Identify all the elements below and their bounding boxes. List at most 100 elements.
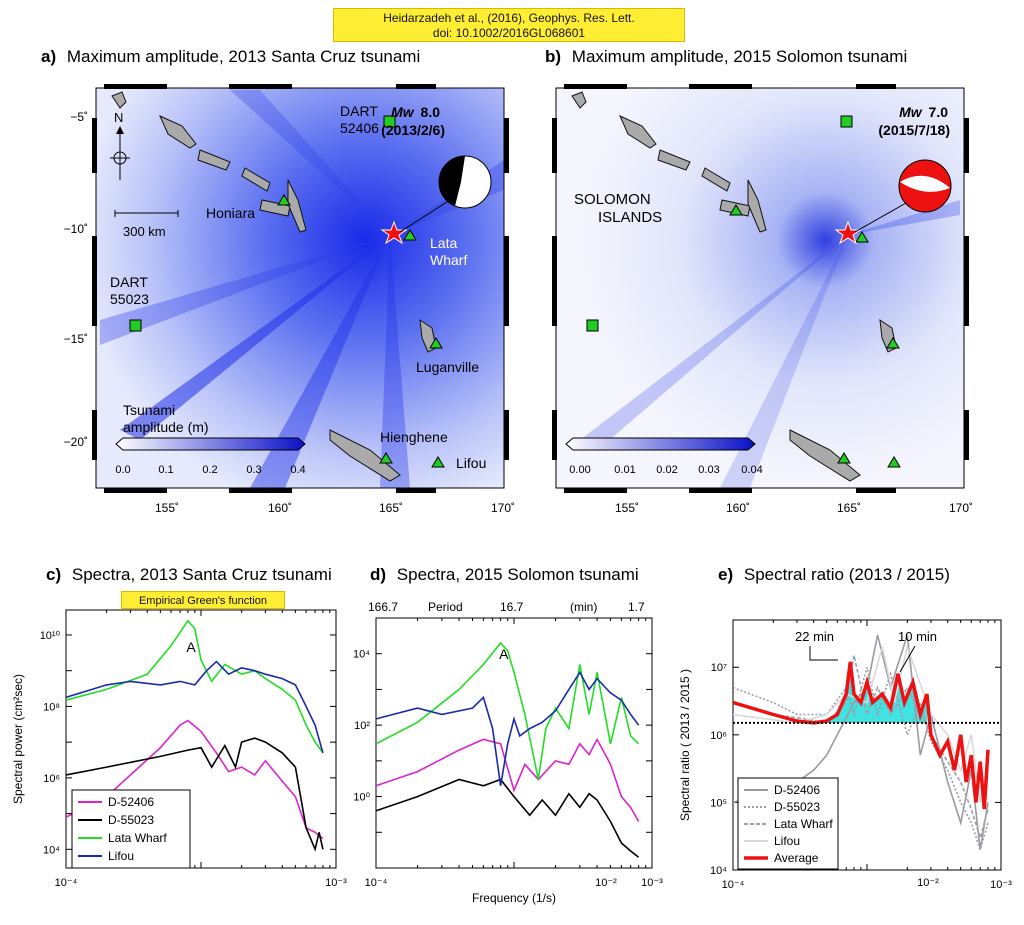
hienghene-label: Hienghene	[380, 429, 448, 445]
dart-52406-label: DART	[340, 103, 378, 119]
panel-d-period-axis: 166.7 Period 16.7 (min) 1.7	[368, 600, 645, 614]
map-b-ocean	[556, 88, 964, 488]
chart-d-xlabel: Frequency (1/s)	[472, 891, 556, 905]
colorbar-a-ticks: 0.0 0.1 0.2 0.3 0.4	[115, 464, 305, 476]
svg-text:0.2: 0.2	[202, 464, 217, 476]
magnitude-b: Mw 7.0	[899, 104, 948, 120]
chart-c-xtick: 10⁻⁴	[55, 877, 78, 889]
chart-e: 10⁻⁴ 10⁻³ 10⁻² 10⁴ 10⁵ 10⁶ 10⁷ Spectral ratio (…	[678, 619, 1012, 891]
panel-c-title: c) Spectra, 2013 Santa Cruz tsunami	[46, 565, 332, 584]
map-a: N 300 km DART 52406 DART 55023 Honiara L…	[92, 84, 509, 493]
lifou-label: Lifou	[456, 455, 486, 471]
chart-e-legend-label: Lata Wharf	[774, 817, 833, 831]
chart-d-series-lata-wharf	[376, 641, 640, 780]
chart-d-xtick: 10⁻²	[917, 877, 939, 889]
lifou-marker	[431, 456, 445, 468]
period-tick-1: 166.7	[368, 600, 398, 614]
chart-c-series-lata-wharf	[66, 619, 324, 754]
chart-c-series-lifou	[66, 660, 324, 754]
svg-text:0.4: 0.4	[290, 464, 305, 476]
dart-55023-id: 55023	[110, 291, 149, 307]
chart-e-ylabel: Spectral ratio ( 2013 / 2015 )	[678, 669, 692, 821]
svg-text:0.0: 0.0	[115, 464, 130, 476]
chart-d-xtick: 10⁻³	[641, 877, 663, 889]
chart-c-series-d-52406	[66, 719, 324, 840]
chart-d-ytick: 10⁴	[353, 649, 370, 661]
chart-d-series-d-52406	[376, 737, 640, 822]
citation-box: Heidarzadeh et al., (2016), Geophys. Res…	[333, 8, 685, 42]
panel-d-title: d) Spectra, 2015 Solomon tsunami	[370, 565, 639, 584]
citation-line-2: doi: 10.1002/2016GL068601	[432, 26, 586, 40]
map-b-lon-ticks: 155˚ 160˚ 165˚ 170˚	[615, 501, 973, 515]
chart-d-xtick: 10⁻⁴	[365, 877, 388, 889]
colorbar-b	[565, 437, 756, 451]
date-b: (2015/7/18)	[878, 122, 950, 138]
citation-line-1: Heidarzadeh et al., (2016), Geophys. Res…	[383, 11, 635, 25]
focal-leader	[399, 199, 451, 233]
svg-text:0.00: 0.00	[569, 464, 590, 476]
chart-c-series-d-55023	[66, 737, 324, 852]
honiara-label: Honiara	[206, 205, 255, 221]
solomon-label-1: SOLOMON	[574, 191, 651, 208]
lata-label-1: Lata	[430, 235, 457, 251]
colorbar-a	[115, 437, 306, 451]
chart-e-ytick: 10⁵	[710, 797, 727, 809]
honiara-marker	[277, 194, 291, 206]
svg-text:0.02: 0.02	[656, 464, 677, 476]
b-focal-leader	[854, 202, 907, 233]
svg-text:−5˚: −5˚	[70, 110, 88, 124]
svg-text:0.03: 0.03	[698, 464, 719, 476]
chart-c-ytick: 10⁴	[43, 844, 60, 856]
map-b-land	[571, 91, 897, 482]
annotation-22min-arrow	[809, 646, 838, 661]
map-a-title: a) Maximum amplitude, 2013 Santa Cruz ts…	[41, 47, 420, 66]
map-a-ocean	[96, 88, 504, 488]
chart-e-legend-label: D-55023	[774, 800, 820, 814]
solomon-label-2: ISLANDS	[598, 209, 662, 226]
chart-e-series-d-52406	[733, 634, 989, 850]
chart-e-xtick: 10⁻³	[990, 879, 1012, 891]
chart-e-ytick: 10⁷	[711, 662, 727, 674]
svg-text:155˚: 155˚	[615, 501, 639, 515]
chart-c-xtick: 10⁻²	[595, 877, 617, 889]
svg-text:0.01: 0.01	[614, 464, 635, 476]
chart-c-xtick: 10⁻³	[325, 877, 347, 889]
chart-c-ytick: 10¹⁰	[40, 630, 61, 642]
svg-text:170˚: 170˚	[491, 501, 515, 515]
svg-text:165˚: 165˚	[379, 501, 403, 515]
chart-e-legend-label: D-52406	[774, 783, 820, 797]
annotation-22min: 22 min	[795, 629, 834, 644]
chart-e-legend-label: Average	[774, 851, 819, 865]
b-epicenter-star	[834, 220, 862, 245]
scale-bar: 300 km	[114, 210, 179, 239]
chart-e-series-d-55023	[733, 666, 989, 853]
map-a-frame-bars	[92, 84, 509, 493]
b-lata-marker	[855, 231, 869, 243]
svg-text:0.04: 0.04	[741, 464, 762, 476]
svg-text:170˚: 170˚	[949, 501, 973, 515]
svg-text:−20˚: −20˚	[64, 435, 88, 449]
map-b: SOLOMON ISLANDS Mw 7.0 (2015/7/18) 0.00 …	[552, 84, 969, 493]
chart-c-ylabel: Spectral power (cm²sec)	[11, 674, 25, 804]
dart-52406-marker	[383, 115, 396, 128]
chart-e-series-average	[733, 661, 990, 810]
date-a: (2013/2/6)	[381, 122, 445, 138]
svg-text:−10˚: −10˚	[64, 222, 88, 236]
focal-mechanism-fill	[438, 156, 465, 206]
chart-d-ytick: 10⁰	[353, 792, 370, 804]
chart-c: 10⁻⁴ 10⁻³ 10⁻² 10⁴ 10⁶ 10⁸ 10¹⁰ Spectral power …	[11, 609, 617, 889]
svg-text:160˚: 160˚	[268, 501, 292, 515]
lata-wharf-marker	[403, 229, 417, 241]
chart-c-peak-label: A	[186, 639, 196, 655]
map-b-frame-bars	[552, 84, 969, 493]
egf-label: Empirical Green's function	[121, 591, 285, 609]
luganville-marker	[429, 337, 443, 349]
annotation-10min-arrow	[899, 645, 916, 673]
period-tick-2: 16.7	[500, 600, 524, 614]
b-dart-55023-marker	[586, 319, 599, 332]
chart-c-legend-label: Lifou	[108, 849, 134, 863]
chart-e-series-lata-wharf	[733, 655, 989, 841]
annotation-10min: 10 min	[898, 629, 937, 644]
chart-d-peak-label: A	[499, 646, 509, 662]
chart-e-series-lifou	[733, 644, 989, 803]
